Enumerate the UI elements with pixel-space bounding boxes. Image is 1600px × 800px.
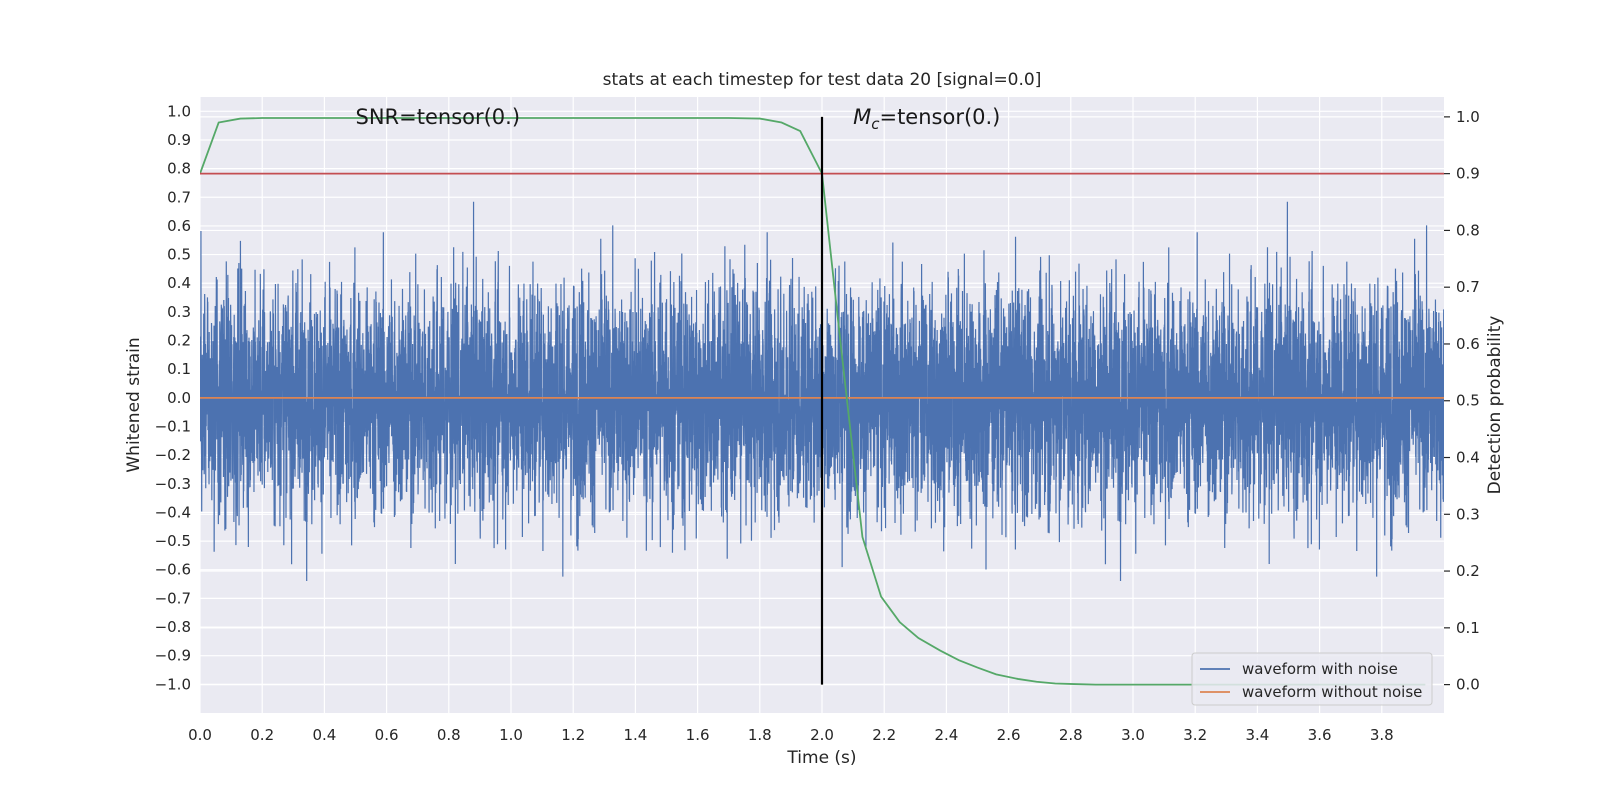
x-tick-label: 1.6 xyxy=(686,726,710,744)
y-tick-label: 0.9 xyxy=(167,131,191,149)
y-tick-label: −0.1 xyxy=(155,417,191,435)
y-tick-label: 1.0 xyxy=(167,102,191,120)
y-tick-label: 0.2 xyxy=(167,332,191,350)
y2-tick-label: 0.4 xyxy=(1456,449,1480,467)
y-axis-label: Whitened strain xyxy=(124,337,144,472)
x-tick-label: 2.8 xyxy=(1059,726,1083,744)
y-tick-label: 0.7 xyxy=(167,188,191,206)
tick-labels: 0.0 0.2 0.4 0.6 0.8 1.0 1.2 1.4 1.6 1.8 2.0 2.2 2.4 2… xyxy=(155,102,1480,744)
mc-annotation-subscript: c xyxy=(871,115,880,133)
legend-label-waveform-without-noise: waveform without noise xyxy=(1242,683,1422,701)
x-tick-label: 3.0 xyxy=(1121,726,1145,744)
y-tick-label: 0.1 xyxy=(167,360,191,378)
mc-annotation-value: =tensor(0.) xyxy=(879,105,1000,129)
legend: waveform with noise waveform without noi… xyxy=(1191,652,1433,706)
y-tick-label: 0.3 xyxy=(167,303,191,321)
x-tick-label: 1.4 xyxy=(623,726,647,744)
y-tick-label: 0.5 xyxy=(167,246,191,264)
x-tick-label: 0.8 xyxy=(437,726,461,744)
x-tick-label: 1.0 xyxy=(499,726,523,744)
x-tick-label: 0.2 xyxy=(250,726,274,744)
series-detection-probability xyxy=(200,117,1426,686)
y-tick-label: 0.4 xyxy=(167,274,191,292)
y2-tick-label: 0.0 xyxy=(1456,676,1480,694)
y2-tick-label: 1.0 xyxy=(1456,108,1480,126)
y-tick-label: −0.9 xyxy=(155,647,191,665)
x-tick-label: 1.2 xyxy=(561,726,585,744)
y2-tick-label: 0.1 xyxy=(1456,619,1480,637)
mc-annotation-symbol: M xyxy=(853,105,871,129)
x-tick-label: 3.4 xyxy=(1245,726,1269,744)
x-tick-label: 2.4 xyxy=(934,726,958,744)
snr-annotation: SNR=tensor(0.) xyxy=(356,105,521,129)
x-tick-label: 1.8 xyxy=(748,726,772,744)
y-tick-label: −0.7 xyxy=(155,589,191,607)
y-tick-label: 0.8 xyxy=(167,160,191,178)
x-tick-label: 2.2 xyxy=(872,726,896,744)
y-tick-label: −0.8 xyxy=(155,618,191,636)
y2-axis-label: Detection probability xyxy=(1485,316,1505,495)
y2-tick-label: 0.5 xyxy=(1456,392,1480,410)
y2-tick-label: 0.7 xyxy=(1456,278,1480,296)
mc-annotation: Mc=tensor(0.) xyxy=(853,105,1000,133)
legend-box xyxy=(1191,652,1433,706)
y-tick-label: −0.5 xyxy=(155,532,191,550)
y-tick-label: 0.6 xyxy=(167,217,191,235)
series-layer xyxy=(200,116,1444,686)
legend-label-waveform-with-noise: waveform with noise xyxy=(1242,660,1398,678)
x-tick-label: 3.8 xyxy=(1370,726,1394,744)
x-tick-label: 2.6 xyxy=(997,726,1021,744)
y-tick-label: −0.6 xyxy=(155,561,191,579)
y2-tick-label: 0.8 xyxy=(1456,221,1480,239)
y2-tick-label: 0.2 xyxy=(1456,562,1480,580)
x-tick-label: 3.6 xyxy=(1308,726,1332,744)
x-tick-label: 3.2 xyxy=(1183,726,1207,744)
x-tick-label: 2.0 xyxy=(810,726,834,744)
y-tick-label: −0.3 xyxy=(155,475,191,493)
x-tick-label: 0.0 xyxy=(188,726,212,744)
x-tick-label: 0.6 xyxy=(375,726,399,744)
y2-tick-label: 0.9 xyxy=(1456,165,1480,183)
y-tick-label: −0.2 xyxy=(155,446,191,464)
y-tick-label: 0.0 xyxy=(167,389,191,407)
chart-title: stats at each timestep for test data 20 … xyxy=(603,70,1042,90)
x-axis-label: Time (s) xyxy=(786,748,856,768)
y-tick-label: −1.0 xyxy=(155,675,191,693)
y-tick-label: −0.4 xyxy=(155,503,191,521)
y2-tick-label: 0.6 xyxy=(1456,335,1480,353)
x-tick-label: 0.4 xyxy=(312,726,336,744)
y2-tick-label: 0.3 xyxy=(1456,505,1480,523)
